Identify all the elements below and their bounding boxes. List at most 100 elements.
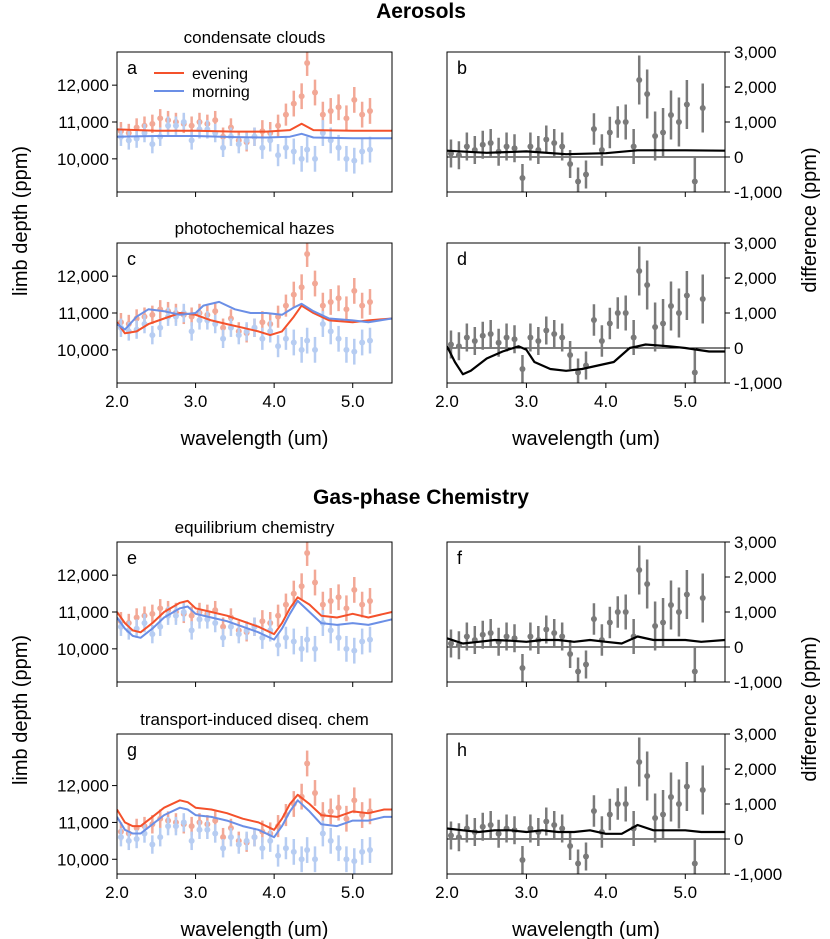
- difference-data-point: [660, 320, 667, 327]
- morning-data-point: [335, 845, 342, 852]
- evening-data-point: [290, 100, 297, 107]
- evening-data-point: [335, 594, 342, 601]
- difference-model-line: [447, 149, 725, 156]
- difference-data-point: [699, 787, 706, 793]
- morning-data-point: [335, 335, 342, 342]
- morning-data-point: [275, 152, 282, 159]
- morning-data-point: [149, 841, 156, 848]
- morning-data-point: [188, 328, 195, 335]
- difference-data-point: [606, 320, 613, 327]
- difference-data-point: [559, 334, 566, 341]
- morning-data-point: [180, 819, 187, 826]
- difference-data-point: [614, 119, 621, 125]
- morning-data-points: [117, 303, 373, 365]
- y-tick-label: 1,000: [734, 304, 777, 323]
- difference-data-points: [447, 737, 706, 874]
- evening-data-point: [335, 804, 342, 811]
- difference-model-line: [447, 635, 725, 645]
- plot-area: [117, 52, 392, 174]
- difference-data-point: [575, 369, 582, 376]
- morning-data-point: [343, 856, 350, 863]
- difference-data-point: [559, 143, 566, 150]
- difference-data-point: [630, 334, 637, 341]
- difference-data-point: [699, 595, 706, 601]
- difference-data-point: [622, 609, 629, 615]
- y-tick-label: 0: [734, 339, 743, 358]
- morning-data-point: [157, 623, 164, 630]
- evening-data-point: [319, 302, 326, 309]
- evening-data-point: [319, 111, 326, 118]
- difference-data-point: [667, 602, 674, 608]
- y-tick-label: 3,000: [734, 725, 777, 744]
- morning-data-point: [359, 339, 366, 346]
- difference-data-point: [447, 341, 454, 348]
- difference-data-point: [455, 834, 462, 841]
- difference-data-point: [519, 175, 526, 181]
- y-tick-label: -1,000: [734, 374, 782, 393]
- difference-data-point: [567, 352, 574, 358]
- morning-data-point: [290, 638, 297, 645]
- difference-data-point: [691, 178, 698, 185]
- morning-model-line: [117, 599, 392, 641]
- x-tick-label: 2.0: [435, 392, 459, 411]
- morning-data-point: [343, 645, 350, 652]
- morning-data-point: [367, 847, 373, 854]
- morning-data-point: [157, 324, 164, 331]
- morning-data-point: [133, 836, 140, 842]
- morning-data-point: [141, 620, 148, 627]
- panel-letter: g: [127, 740, 137, 760]
- evening-data-point: [212, 308, 219, 315]
- difference-data-points: [447, 55, 706, 192]
- y-tick-label: 12,000: [57, 777, 109, 796]
- morning-data-point: [267, 328, 274, 335]
- morning-data-point: [351, 858, 358, 865]
- evening-data-point: [298, 284, 305, 291]
- y-tick-label: -1,000: [734, 673, 782, 692]
- difference-model-line: [447, 343, 725, 376]
- section-title-aerosols: Aerosols: [376, 0, 466, 23]
- difference-data-point: [543, 626, 550, 633]
- panel-letter: b: [457, 58, 467, 78]
- evening-data-point: [157, 605, 164, 612]
- evening-data-point: [282, 601, 289, 608]
- difference-data-point: [503, 334, 510, 341]
- morning-data-point: [267, 137, 274, 144]
- morning-data-point: [125, 137, 132, 144]
- difference-data-point: [503, 633, 510, 640]
- morning-data-point: [204, 826, 211, 833]
- morning-data-point: [282, 144, 289, 151]
- morning-data-point: [290, 848, 297, 855]
- evening-data-point: [290, 590, 297, 597]
- evening-data-point: [312, 89, 318, 96]
- panel-title: photochemical hazes: [175, 219, 335, 238]
- y-tick-label: 10,000: [57, 640, 109, 659]
- morning-data-point: [220, 845, 227, 852]
- y-tick-label: 1,000: [734, 603, 777, 622]
- evening-data-point: [327, 298, 334, 305]
- difference-data-point: [644, 91, 651, 97]
- y-tick-label: 3,000: [734, 43, 777, 62]
- y-tick-label: 11,000: [58, 603, 109, 622]
- morning-data-point: [359, 638, 366, 645]
- panel-c: 2.0 3.0 4.0 5.0 10,000 11,000 12,000 wavelength…: [57, 219, 393, 450]
- panel-title: equilibrium chemistry: [175, 518, 335, 537]
- morning-data-point: [304, 146, 311, 153]
- difference-data-point: [471, 338, 478, 344]
- difference-data-points: [447, 246, 706, 383]
- evening-data-point: [188, 122, 195, 129]
- morning-data-point: [157, 834, 164, 841]
- morning-data-point: [235, 841, 242, 848]
- difference-data-point: [644, 282, 651, 288]
- evening-data-point: [351, 797, 358, 804]
- difference-data-point: [636, 268, 643, 274]
- x-tick-label: 5.0: [341, 883, 365, 902]
- difference-data-point: [652, 133, 659, 139]
- y-tick-label: 3,000: [734, 234, 777, 253]
- panel-e: 10,000 11,000 12,000 equilibrium chemistry e: [57, 518, 393, 687]
- difference-data-point: [614, 310, 621, 316]
- morning-data-point: [282, 634, 289, 641]
- morning-data-point: [196, 826, 203, 833]
- evening-data-point: [312, 280, 318, 287]
- evening-data-point: [327, 107, 334, 114]
